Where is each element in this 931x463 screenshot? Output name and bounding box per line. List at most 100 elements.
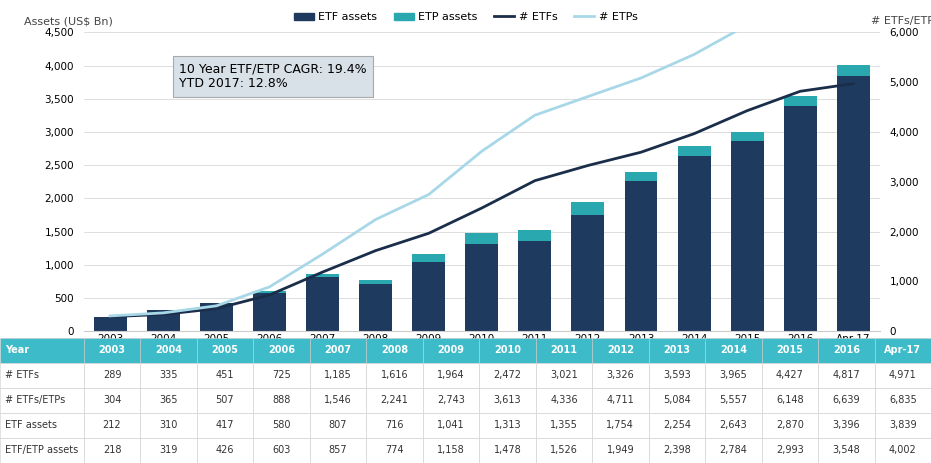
Text: 426: 426 [216, 445, 235, 456]
Text: 304: 304 [102, 395, 121, 406]
Bar [705, 413, 762, 438]
Bar [762, 388, 818, 413]
Text: 2012: 2012 [607, 345, 634, 356]
Text: 774: 774 [385, 445, 404, 456]
Text: 319: 319 [159, 445, 178, 456]
Bar [572, 215, 604, 331]
Bar [818, 413, 874, 438]
Bar [310, 363, 366, 388]
Text: 2010: 2010 [493, 345, 521, 356]
Bar [84, 338, 141, 363]
Bar [678, 146, 710, 156]
Bar [412, 254, 445, 262]
Bar [412, 262, 445, 331]
Text: 1,185: 1,185 [324, 370, 352, 381]
Text: 4,971: 4,971 [889, 370, 917, 381]
Text: 2,643: 2,643 [720, 420, 748, 431]
Text: 212: 212 [102, 420, 121, 431]
Bar [0, 413, 84, 438]
Text: 507: 507 [216, 395, 235, 406]
Bar [366, 363, 423, 388]
Bar [84, 388, 141, 413]
Text: 3,965: 3,965 [720, 370, 748, 381]
Bar [731, 141, 763, 331]
Bar [0, 438, 84, 463]
Text: 603: 603 [272, 445, 290, 456]
Text: ETF/ETP assets: ETF/ETP assets [5, 445, 78, 456]
Bar [818, 363, 874, 388]
Bar [762, 413, 818, 438]
Text: 417: 417 [216, 420, 235, 431]
Text: 1,158: 1,158 [437, 445, 465, 456]
Bar [479, 413, 535, 438]
Text: 1,355: 1,355 [550, 420, 578, 431]
Text: 2,398: 2,398 [663, 445, 691, 456]
Bar [196, 388, 253, 413]
Bar [196, 438, 253, 463]
Bar [0, 388, 84, 413]
Text: 1,546: 1,546 [324, 395, 352, 406]
Text: 2006: 2006 [268, 345, 295, 356]
Bar [705, 438, 762, 463]
Text: 716: 716 [385, 420, 404, 431]
Text: 2,784: 2,784 [720, 445, 748, 456]
Bar [705, 388, 762, 413]
Bar [423, 438, 479, 463]
Bar [84, 363, 141, 388]
Bar [84, 438, 141, 463]
Bar [572, 202, 604, 215]
Text: # ETFs: # ETFs [5, 370, 39, 381]
Bar [196, 338, 253, 363]
Bar [705, 338, 762, 363]
Bar [731, 132, 763, 141]
Text: 2005: 2005 [211, 345, 238, 356]
Bar [479, 363, 535, 388]
Text: 218: 218 [102, 445, 121, 456]
Bar [818, 438, 874, 463]
Bar [519, 230, 551, 241]
Bar [535, 438, 592, 463]
Text: 725: 725 [272, 370, 290, 381]
Bar [423, 363, 479, 388]
Bar [366, 438, 423, 463]
Text: 310: 310 [159, 420, 178, 431]
Text: 6,639: 6,639 [832, 395, 860, 406]
Text: 2,241: 2,241 [381, 395, 409, 406]
Bar [874, 363, 931, 388]
Bar [625, 181, 657, 331]
Bar [818, 388, 874, 413]
Text: 451: 451 [216, 370, 235, 381]
Text: 2009: 2009 [438, 345, 465, 356]
Text: 1,526: 1,526 [550, 445, 578, 456]
Bar [253, 388, 310, 413]
Text: 3,326: 3,326 [606, 370, 634, 381]
Text: 365: 365 [159, 395, 178, 406]
Text: # ETFs/ETPs: # ETFs/ETPs [5, 395, 65, 406]
Bar [423, 388, 479, 413]
Bar [625, 172, 657, 181]
Bar [784, 95, 816, 106]
Text: 10 Year ETF/ETP CAGR: 19.4%
YTD 2017: 12.8%: 10 Year ETF/ETP CAGR: 19.4% YTD 2017: 12… [180, 62, 367, 90]
Text: 2,993: 2,993 [776, 445, 803, 456]
Bar [200, 303, 233, 331]
Bar [535, 413, 592, 438]
Text: 3,593: 3,593 [663, 370, 691, 381]
Text: # ETFs/ETPs: # ETFs/ETPs [871, 17, 931, 26]
Text: 2015: 2015 [776, 345, 803, 356]
Bar [592, 438, 649, 463]
Bar [762, 438, 818, 463]
Bar [359, 283, 392, 331]
Bar [649, 413, 705, 438]
Bar [253, 338, 310, 363]
Bar [649, 388, 705, 413]
Text: 1,964: 1,964 [437, 370, 465, 381]
Text: 3,839: 3,839 [889, 420, 917, 431]
Text: 1,616: 1,616 [381, 370, 409, 381]
Text: 4,002: 4,002 [889, 445, 917, 456]
Bar [141, 338, 196, 363]
Bar [310, 388, 366, 413]
Bar [310, 338, 366, 363]
Bar [479, 338, 535, 363]
Bar [253, 291, 286, 293]
Text: 3,613: 3,613 [493, 395, 521, 406]
